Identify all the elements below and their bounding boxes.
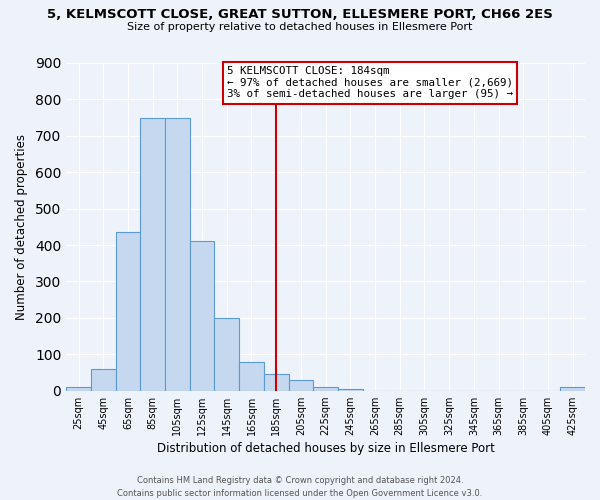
- Bar: [214, 318, 239, 390]
- Bar: [165, 118, 190, 390]
- Bar: [91, 369, 116, 390]
- Bar: [264, 374, 289, 390]
- Bar: [313, 387, 338, 390]
- Text: Size of property relative to detached houses in Ellesmere Port: Size of property relative to detached ho…: [127, 22, 473, 32]
- Y-axis label: Number of detached properties: Number of detached properties: [15, 134, 28, 320]
- Text: 5, KELMSCOTT CLOSE, GREAT SUTTON, ELLESMERE PORT, CH66 2ES: 5, KELMSCOTT CLOSE, GREAT SUTTON, ELLESM…: [47, 8, 553, 20]
- Bar: [190, 242, 214, 390]
- Bar: [116, 232, 140, 390]
- Bar: [560, 387, 585, 390]
- Bar: [140, 118, 165, 390]
- Bar: [239, 362, 264, 390]
- X-axis label: Distribution of detached houses by size in Ellesmere Port: Distribution of detached houses by size …: [157, 442, 494, 455]
- Bar: [338, 389, 362, 390]
- Text: 5 KELMSCOTT CLOSE: 184sqm
← 97% of detached houses are smaller (2,669)
3% of sem: 5 KELMSCOTT CLOSE: 184sqm ← 97% of detac…: [227, 66, 513, 100]
- Bar: [66, 387, 91, 390]
- Text: Contains HM Land Registry data © Crown copyright and database right 2024.
Contai: Contains HM Land Registry data © Crown c…: [118, 476, 482, 498]
- Bar: [289, 380, 313, 390]
